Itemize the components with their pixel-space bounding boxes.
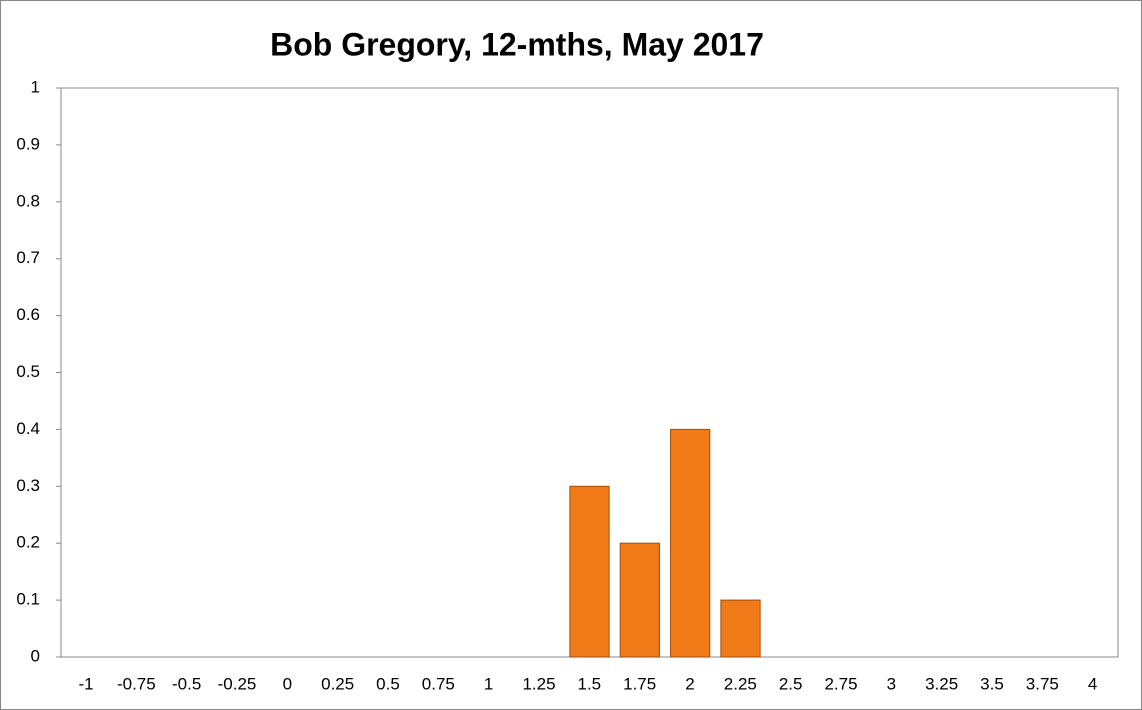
- x-tick-label: 2: [685, 674, 694, 693]
- bar: [619, 542, 660, 658]
- bar: [720, 599, 761, 658]
- bar: [670, 428, 711, 658]
- y-tick-label: 1: [31, 77, 40, 96]
- x-tick-label: -1: [78, 674, 93, 693]
- x-tick-label: 2.25: [724, 674, 757, 693]
- y-tick-label: 0.3: [16, 476, 40, 495]
- x-tick-label: 0.75: [422, 674, 455, 693]
- y-tick-label: 0.4: [16, 419, 40, 438]
- x-tick-label: 3.5: [980, 674, 1004, 693]
- x-tick-label: -0.25: [218, 674, 257, 693]
- y-tick-label: 0: [31, 646, 40, 665]
- x-tick-label: 2.75: [824, 674, 857, 693]
- bar: [569, 485, 610, 658]
- x-tick-label: 2.5: [779, 674, 803, 693]
- y-tick-label: 0.6: [16, 305, 40, 324]
- x-tick-label: 4: [1088, 674, 1097, 693]
- chart-title: Bob Gregory, 12-mths, May 2017: [270, 26, 764, 62]
- y-tick-label: 0.1: [16, 590, 40, 609]
- x-tick-label: 1: [484, 674, 493, 693]
- y-tick-label: 0.2: [16, 533, 40, 552]
- x-tick-label: 0: [283, 674, 292, 693]
- x-tick-label: 1.25: [522, 674, 555, 693]
- y-tick-label: 0.9: [16, 134, 40, 153]
- y-tick-label: 0.7: [16, 248, 40, 267]
- x-tick-label: 3.25: [925, 674, 958, 693]
- x-tick-label: -0.75: [117, 674, 156, 693]
- x-tick-label: -0.5: [172, 674, 201, 693]
- x-tick-label: 0.25: [321, 674, 354, 693]
- x-tick-label: 3: [887, 674, 896, 693]
- x-tick-label: 0.5: [376, 674, 400, 693]
- y-tick-label: 0.8: [16, 191, 40, 210]
- y-tick-label: 0.5: [16, 362, 40, 381]
- x-tick-label: 3.75: [1026, 674, 1059, 693]
- x-tick-label: 1.75: [623, 674, 656, 693]
- x-tick-label: 1.5: [578, 674, 602, 693]
